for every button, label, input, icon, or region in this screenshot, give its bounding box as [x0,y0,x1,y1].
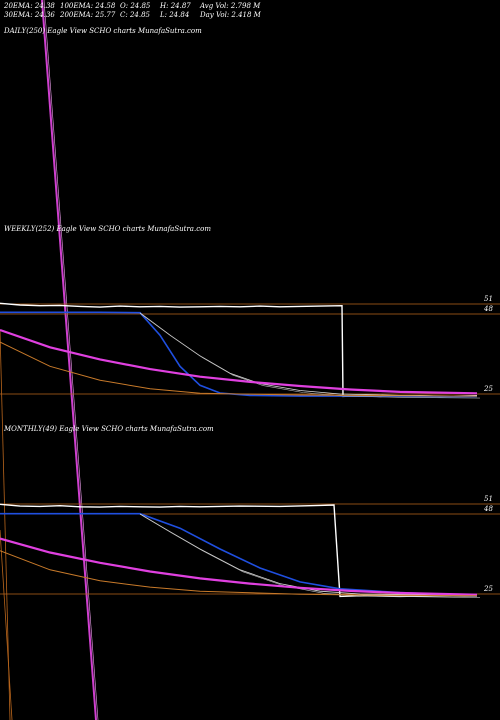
stat-close: C: 24.85 [120,11,150,19]
monthly-series-ema_orange [0,550,478,597]
monthly-series-ema-mid-2 [142,515,481,598]
weekly-series-ema_orange [0,341,478,397]
stat-open: O: 24.85 [120,2,151,10]
monthly-tick-label-25: 25 [483,585,493,593]
weekly-tick-label-25: 25 [483,385,493,393]
weekly-tick-label-48: 48 [483,305,493,313]
stat-ema30: 30EMA: 24.36 [4,11,55,19]
stat-low: L: 24.84 [160,11,190,19]
trend-line-orange [0,329,11,720]
trend-line-magenta [41,0,97,720]
monthly-panel-title: MONTHLY(49) Eagle View SCHO charts Munaf… [4,425,214,433]
trend-line-orange-2 [0,529,13,720]
monthly-series-ema_slow [0,537,478,596]
weekly-series-ema_slow [0,328,478,395]
stat-avg-vol: Avg Vol: 2.798 M [200,2,261,10]
stat-day-vol: Day Vol: 2.418 M [200,11,261,19]
stat-high: H: 24.87 [160,2,191,10]
stat-ema200: 200EMA: 25.77 [60,11,116,19]
weekly-series-ema_mid [139,312,478,397]
weekly-tick-label-51: 51 [484,295,493,303]
stat-ema20: 20EMA: 24.38 [4,2,55,10]
trend-line-magenta-highlight [43,0,99,720]
stat-ema100: 100EMA: 24.58 [60,2,116,10]
weekly-series-ema-mid-2 [142,314,481,399]
daily-panel-title: DAILY(250) Eagle View SCHO charts Munafa… [4,27,202,35]
weekly-panel-title: WEEKLY(252) Eagle View SCHO charts Munaf… [4,225,211,233]
monthly-tick-label-48: 48 [483,505,493,513]
monthly-tick-label-51: 51 [484,495,493,503]
